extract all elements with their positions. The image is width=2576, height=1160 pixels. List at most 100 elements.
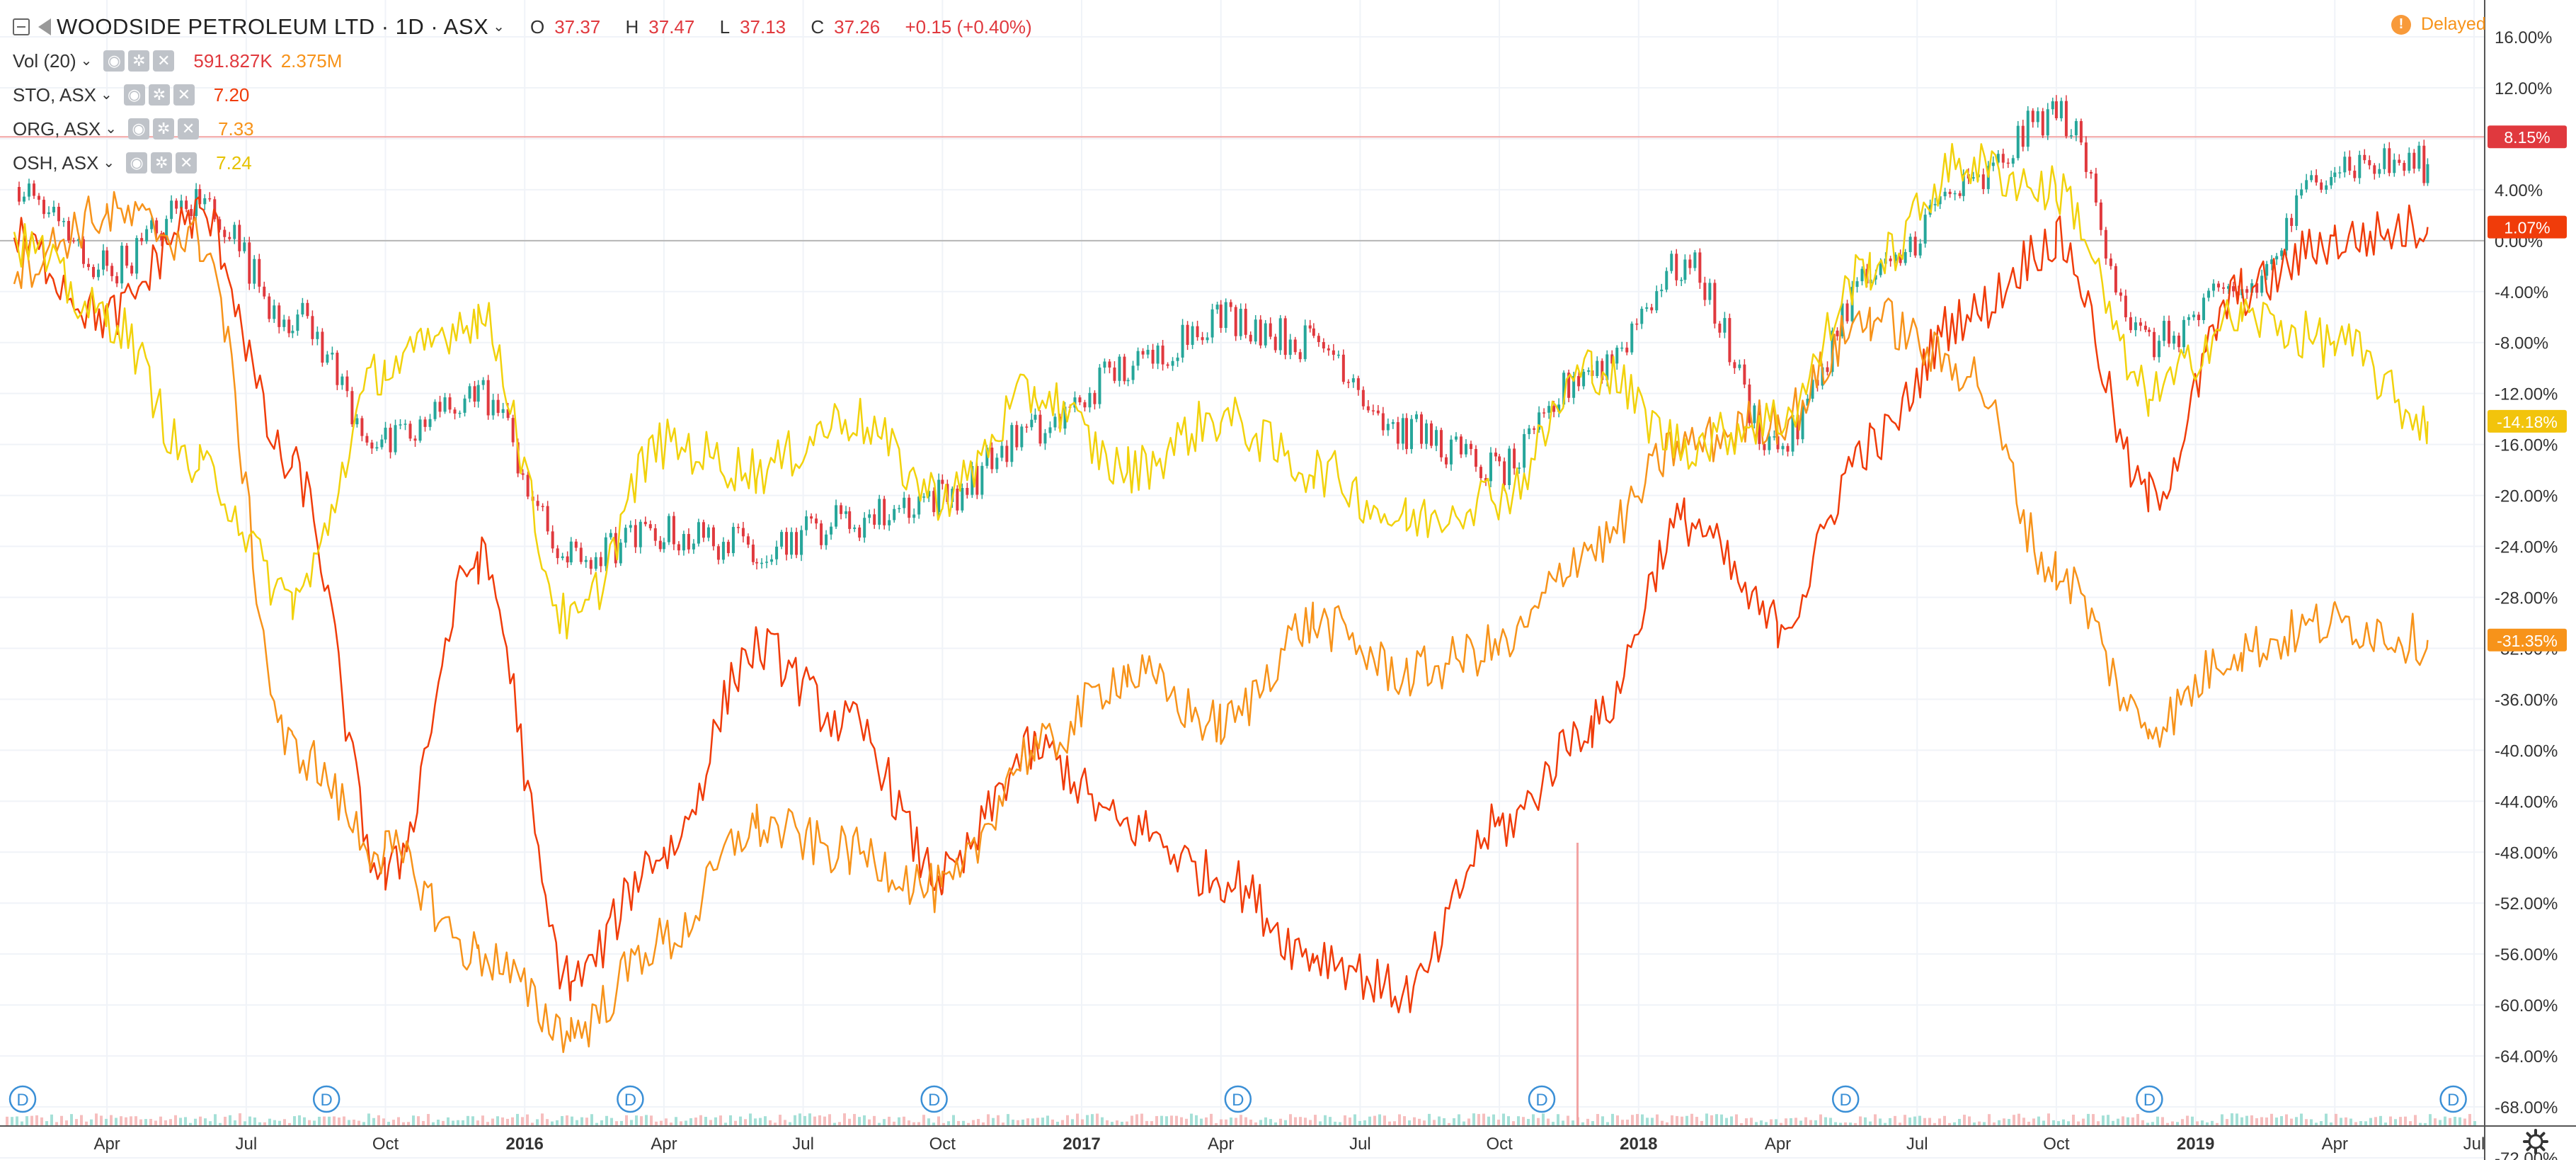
chevron-down-icon[interactable]: ⌄ xyxy=(493,19,505,35)
candle-body xyxy=(878,499,881,525)
candle-body xyxy=(569,541,573,563)
volume-bar xyxy=(917,1122,920,1126)
gear-icon[interactable]: ✲ xyxy=(153,118,175,140)
volume-bar xyxy=(962,1120,965,1126)
candle-body xyxy=(1971,177,1975,179)
settings-gear-icon[interactable] xyxy=(2523,1129,2548,1154)
candle-body xyxy=(1093,392,1097,404)
candle-body xyxy=(863,518,866,538)
chevron-down-icon[interactable]: ⌄ xyxy=(80,53,93,69)
chevron-down-icon[interactable]: ⌄ xyxy=(101,87,113,103)
dividend-marker[interactable]: D xyxy=(8,1085,37,1113)
volume-bar xyxy=(536,1119,539,1126)
legend-row-osh[interactable]: OSH, ASX ⌄ ◉ ✲ ✕ 7.24 xyxy=(13,146,1042,180)
candle-body xyxy=(2153,331,2156,358)
candle-body xyxy=(1419,414,1423,444)
symbol-title[interactable]: WOODSIDE PETROLEUM LTD · 1D · ASX xyxy=(57,14,489,39)
candle-body xyxy=(473,386,476,402)
dividend-marker[interactable]: D xyxy=(2439,1085,2467,1113)
candle-body xyxy=(2104,229,2107,259)
dividend-marker[interactable]: D xyxy=(920,1085,948,1113)
series-label-sto[interactable]: STO, ASX xyxy=(13,84,97,106)
volume-bar xyxy=(1309,1120,1312,1126)
volume-bar xyxy=(566,1115,568,1126)
candle-body xyxy=(912,514,916,518)
volume-bar xyxy=(1829,1118,1832,1126)
dividend-marker[interactable]: D xyxy=(1224,1085,1252,1113)
series-label-osh[interactable]: OSH, ASX xyxy=(13,152,99,174)
dividend-marker[interactable]: D xyxy=(1831,1085,1860,1113)
volume-bar xyxy=(704,1117,707,1126)
dividend-marker[interactable]: D xyxy=(617,1085,644,1113)
volume-row[interactable]: Vol (20) ⌄ ◉ ✲ ✕ 591.827K 2.375M xyxy=(13,44,1042,78)
candle-body xyxy=(1640,309,1644,324)
flag-icon[interactable] xyxy=(38,18,51,35)
volume-bar xyxy=(1007,1114,1009,1126)
chevron-down-icon[interactable]: ⌄ xyxy=(103,155,115,171)
svg-text:D: D xyxy=(2143,1091,2156,1110)
volume-bar xyxy=(2211,1120,2214,1126)
volume-bar xyxy=(2315,1122,2318,1126)
legend-row-org[interactable]: ORG, ASX ⌄ ◉ ✲ ✕ 7.33 xyxy=(13,112,1042,146)
candle-body xyxy=(1773,436,1776,438)
close-icon[interactable]: ✕ xyxy=(178,118,200,140)
candle-body xyxy=(1424,423,1428,444)
delayed-indicator[interactable]: ! Delayed xyxy=(2391,14,2486,35)
volume-bar xyxy=(377,1115,380,1126)
candle-body xyxy=(2051,101,2054,110)
candle-body xyxy=(706,527,710,538)
candle-body xyxy=(170,200,173,220)
candle-body xyxy=(825,534,828,545)
candle-body xyxy=(594,557,597,569)
volume-bar xyxy=(561,1115,563,1126)
gear-icon[interactable]: ✲ xyxy=(151,152,173,174)
candle-body xyxy=(1439,430,1443,457)
volume-bar xyxy=(2067,1121,2070,1126)
volume-bar xyxy=(858,1117,861,1126)
dividend-marker[interactable]: D xyxy=(1528,1085,1556,1113)
volume-bar xyxy=(571,1116,573,1126)
volume-bar xyxy=(2087,1113,2090,1126)
dividend-marker[interactable]: D xyxy=(312,1085,340,1113)
volume-bar xyxy=(729,1115,732,1126)
gear-icon[interactable]: ✲ xyxy=(148,84,170,106)
volume-bar xyxy=(1661,1120,1664,1126)
volume-bar xyxy=(1150,1121,1153,1126)
eye-icon[interactable]: ◉ xyxy=(126,152,148,174)
candle-body xyxy=(1650,307,1654,311)
close-icon[interactable]: ✕ xyxy=(176,152,198,174)
candle-body xyxy=(67,221,70,241)
candle-body xyxy=(898,508,901,509)
candle-body xyxy=(496,399,500,414)
volume-bar xyxy=(863,1115,866,1126)
candle-body xyxy=(1943,191,1947,197)
dividend-marker[interactable]: D xyxy=(2136,1085,2163,1113)
candle-body xyxy=(331,353,334,355)
eye-icon[interactable]: ◉ xyxy=(103,50,125,72)
chevron-down-icon[interactable]: ⌄ xyxy=(105,121,118,137)
volume-bar xyxy=(1071,1119,1074,1126)
collapse-icon[interactable] xyxy=(13,18,30,35)
volume-label[interactable]: Vol (20) xyxy=(13,50,76,72)
legend-row-sto[interactable]: STO, ASX ⌄ ◉ ✲ ✕ 7.20 xyxy=(13,78,1042,112)
candle-body xyxy=(604,537,607,567)
candle-body xyxy=(971,466,974,495)
close-icon[interactable]: ✕ xyxy=(153,50,175,72)
series-label-org[interactable]: ORG, ASX xyxy=(13,118,101,140)
candle-body xyxy=(1528,428,1531,435)
close-icon[interactable]: ✕ xyxy=(173,84,195,106)
volume-bar xyxy=(486,1122,489,1126)
eye-icon[interactable]: ◉ xyxy=(123,84,145,106)
volume-bar xyxy=(1651,1118,1654,1126)
volume-bar xyxy=(1988,1114,1991,1126)
candle-body xyxy=(2295,195,2299,227)
volume-bar xyxy=(1790,1118,1792,1126)
volume-bar xyxy=(2156,1116,2159,1126)
volume-bar xyxy=(739,1116,742,1126)
eye-icon[interactable]: ◉ xyxy=(128,118,150,140)
main-symbol-row[interactable]: WOODSIDE PETROLEUM LTD · 1D · ASX ⌄ O 37.… xyxy=(13,10,1042,44)
candle-body xyxy=(687,534,690,550)
gear-icon[interactable]: ✲ xyxy=(128,50,150,72)
